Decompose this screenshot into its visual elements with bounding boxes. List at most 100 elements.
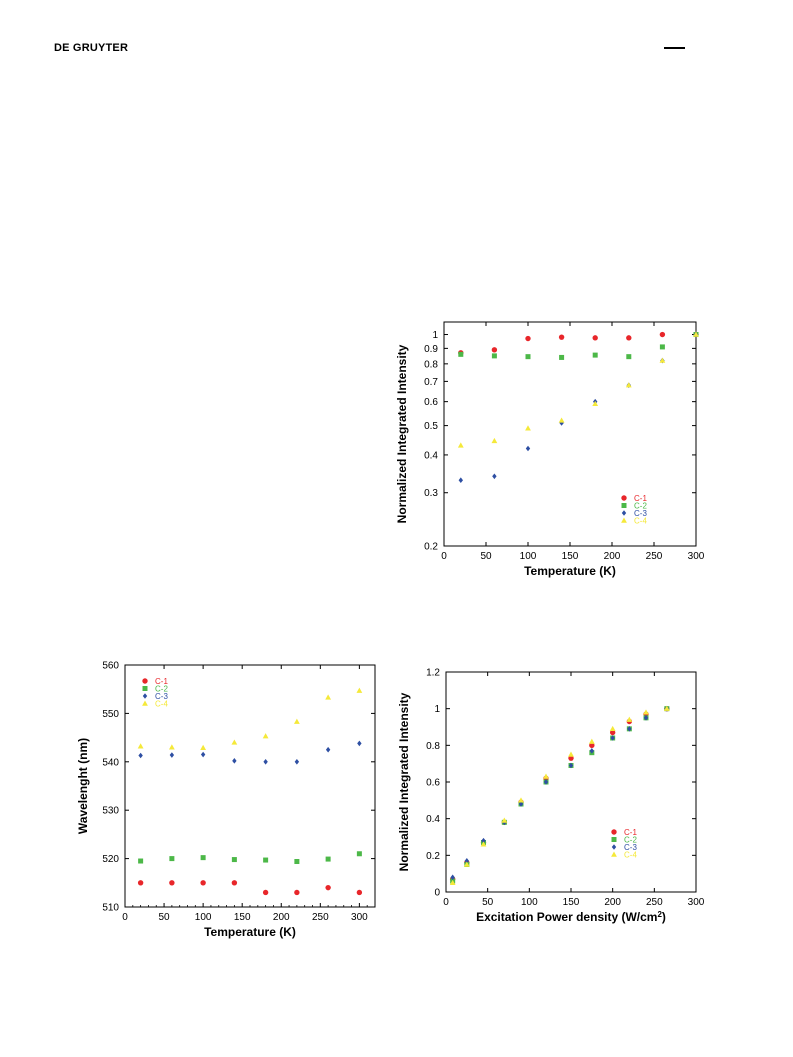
data-point-c-1 [262, 889, 269, 896]
legend-marker-c-4 [611, 851, 617, 857]
data-point-c-3 [518, 801, 524, 807]
data-point-c-2 [356, 851, 362, 857]
y-tick-label: 540 [102, 757, 119, 768]
data-point-c-4 [356, 687, 363, 693]
y-tick-label: 1.2 [426, 668, 440, 679]
data-point-c-3 [643, 715, 649, 721]
y-tick-label: 0.4 [426, 814, 440, 825]
legend-marker-c-1 [611, 829, 617, 835]
data-point-c-1 [525, 335, 531, 342]
legend-label-c-1: C-1 [624, 828, 637, 837]
data-point-c-2 [592, 352, 598, 358]
data-point-c-3 [232, 758, 237, 764]
data-point-c-1 [356, 889, 363, 896]
data-point-c-4 [231, 739, 238, 745]
data-point-c-3 [543, 779, 549, 785]
legend-marker-c-2 [142, 686, 148, 691]
legend-marker-c-3 [142, 693, 148, 699]
data-point-c-4 [463, 861, 470, 867]
x-tick-label: 150 [563, 897, 580, 908]
data-point-c-4 [168, 744, 175, 750]
x-tick-label: 200 [273, 912, 290, 923]
x-tick-label: 50 [159, 912, 171, 923]
data-point-c-4 [568, 751, 574, 757]
data-point-c-2 [325, 856, 331, 862]
x-tick-label: 300 [351, 912, 368, 923]
data-point-c-3 [492, 473, 497, 480]
data-point-c-4 [491, 437, 498, 444]
legend-marker-c-4 [142, 700, 148, 706]
data-point-c-3 [294, 759, 300, 765]
data-point-c-3 [458, 477, 463, 483]
legend-label-c-3: C-3 [155, 692, 168, 701]
x-tick-label: 250 [646, 551, 663, 562]
chart-intensity-vs-temperature: 0 50 100 150 200 250 300 0.2 0.3 0.4 0.5 0.6 0.7 0.8 0… [395, 321, 705, 578]
y-tick-label: 510 [102, 903, 119, 914]
data-point-c-4 [609, 725, 616, 732]
legend-marker-c-1 [142, 678, 148, 684]
legend-marker-c-4 [621, 517, 627, 523]
data-point-c-1 [491, 347, 498, 353]
y-axis-label: Wavelenght (nm) [76, 738, 90, 834]
y-tick-label: 1 [432, 330, 438, 341]
data-point-c-4 [501, 817, 508, 823]
x-tick-label: 0 [441, 551, 447, 562]
x-tick-label: 200 [604, 897, 621, 908]
y-tick-label: 0 [434, 888, 440, 899]
legend-label-c-4: C-4 [634, 517, 647, 526]
legend-marker-c-3 [621, 510, 627, 516]
data-point-c-1 [626, 335, 632, 341]
data-point-c-4 [262, 733, 269, 739]
data-point-c-1 [137, 880, 144, 886]
data-point-c-3 [200, 751, 206, 758]
legend-label-c-2: C-2 [634, 502, 647, 511]
y-tick-label: 0.7 [424, 377, 438, 388]
data-point-c-1 [589, 742, 595, 749]
legend-marker-c-2 [611, 837, 617, 842]
data-point-c-3 [325, 746, 331, 753]
y-tick-label: 1 [434, 704, 440, 715]
x-tick-label: 250 [646, 897, 663, 908]
y-tick-label: 0.8 [426, 741, 440, 752]
x-tick-label: 100 [195, 912, 212, 923]
legend-marker-c-3 [611, 844, 617, 850]
data-point-c-4 [558, 417, 565, 423]
x-tick-label: 0 [443, 897, 449, 908]
data-point-c-4 [525, 425, 531, 431]
chart-wavelength-vs-temperature: 0 50 100 150 200 250 300 510 520 530 540 550 560 Temp… [76, 661, 376, 939]
data-point-c-1 [294, 889, 300, 896]
y-tick-label: 0.5 [424, 421, 438, 432]
x-tick-label: 300 [688, 551, 705, 562]
y-axis-label: Normalized Integrated Intensity [395, 344, 409, 523]
x-axis-label: Excitation Power density (W/cm2) [476, 910, 666, 925]
data-point-c-1 [592, 335, 598, 341]
data-point-c-4 [325, 694, 332, 700]
x-axis-label: Temperature (K) [204, 925, 296, 939]
data-point-c-3 [263, 759, 268, 765]
y-tick-label: 530 [102, 806, 119, 817]
data-point-c-3 [525, 445, 531, 452]
x-tick-label: 100 [520, 551, 537, 562]
publisher-brand: DE GRUYTER [54, 42, 129, 54]
x-tick-label: 100 [521, 897, 538, 908]
data-point-c-4 [543, 773, 549, 779]
legend-marker-c-2 [621, 503, 627, 508]
y-axis-label: Normalized Integrated Intensity [397, 692, 411, 871]
legend-label-c-3: C-3 [624, 843, 637, 852]
data-point-c-4 [137, 743, 144, 749]
legend-label-c-2: C-2 [624, 836, 637, 845]
data-point-c-4 [643, 709, 649, 715]
x-tick-label: 50 [482, 897, 494, 908]
data-point-c-1 [659, 331, 666, 338]
data-point-c-4 [293, 718, 300, 724]
data-point-c-4 [663, 705, 670, 711]
x-tick-label: 150 [234, 912, 251, 923]
data-point-c-4 [449, 879, 456, 886]
y-tick-label: 0.3 [424, 488, 438, 499]
data-point-c-2 [294, 859, 300, 865]
data-point-c-3 [138, 752, 143, 759]
data-point-c-4 [588, 738, 595, 744]
data-point-c-2 [169, 856, 175, 862]
data-point-c-2 [525, 354, 531, 360]
y-tick-label: 0.2 [426, 851, 440, 862]
